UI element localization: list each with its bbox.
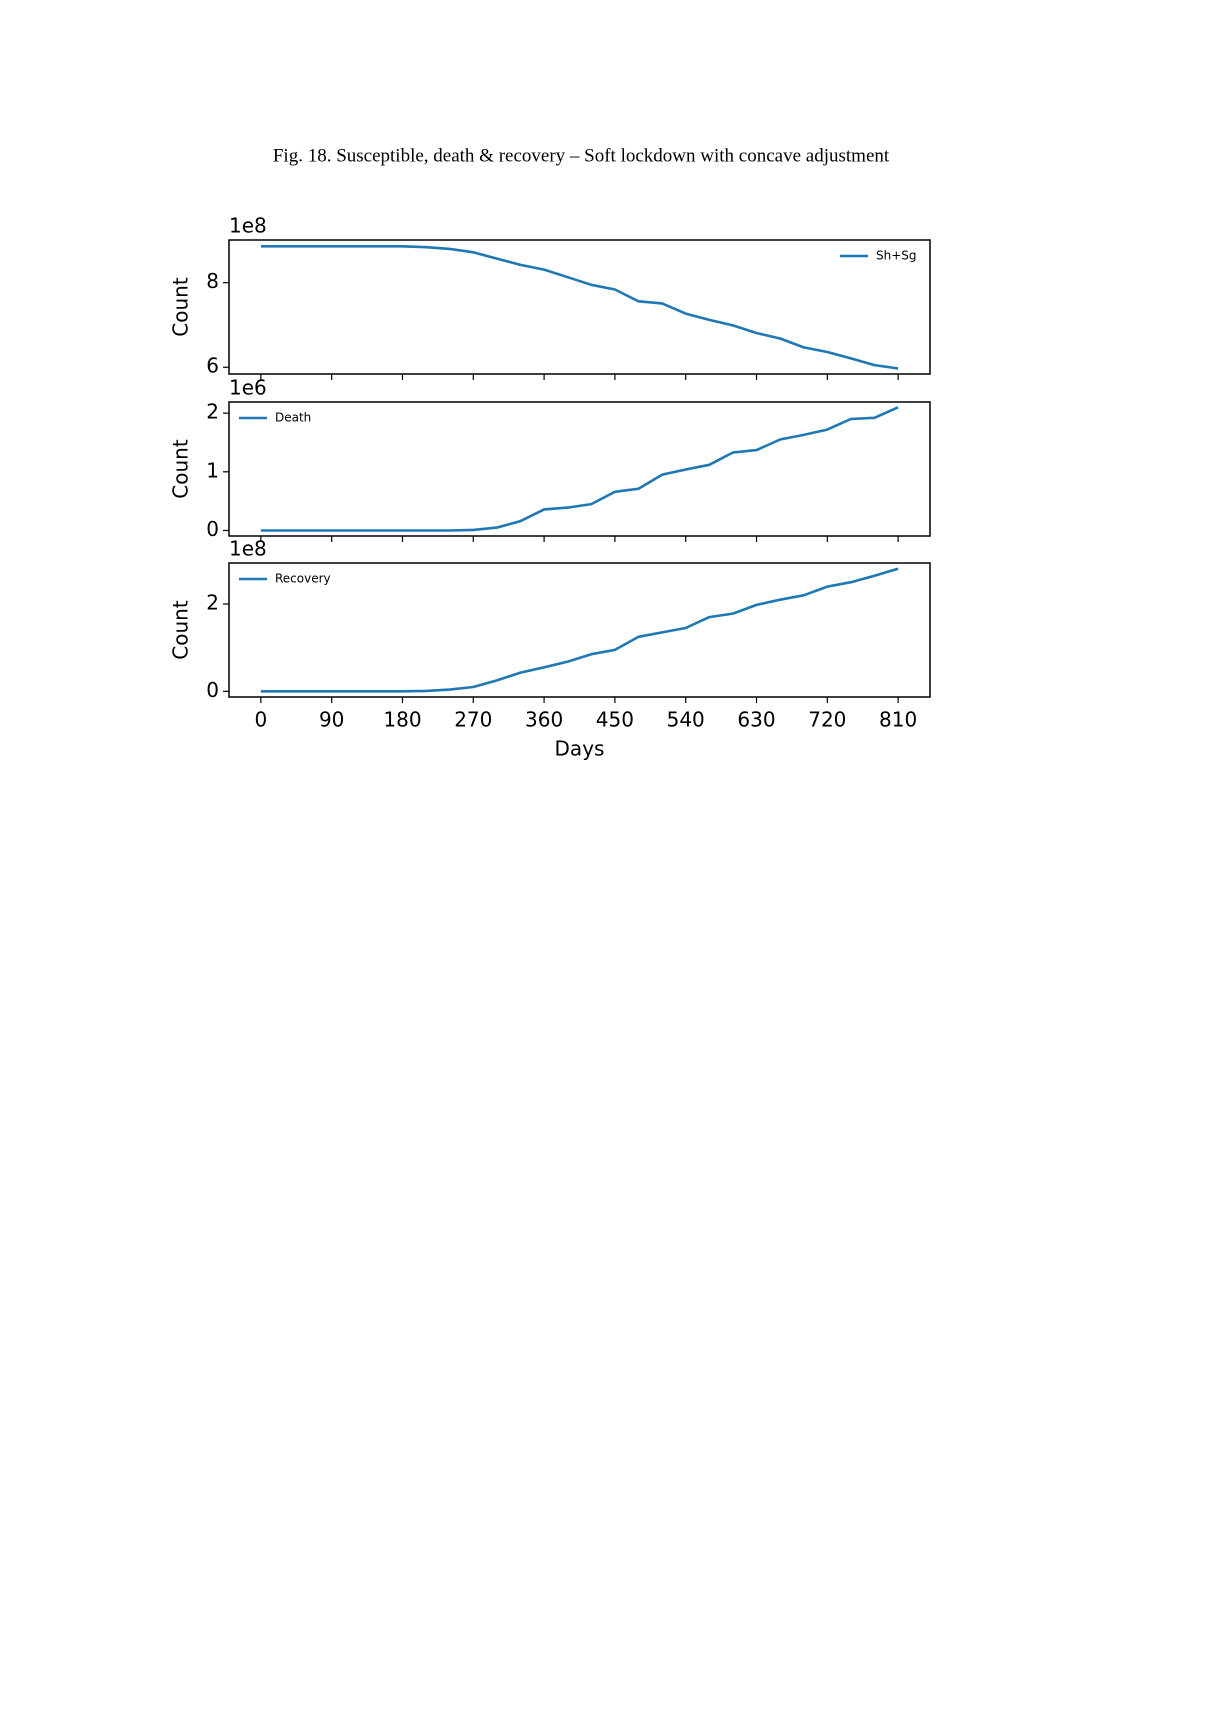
x-tick-label: 450: [596, 708, 634, 732]
x-tick-label: 540: [667, 708, 705, 732]
axis-offset: 1e8: [229, 214, 267, 238]
axes-frame: [228, 401, 931, 537]
data-line: [260, 406, 899, 532]
x-tick-label: 90: [319, 708, 344, 732]
y-axis-label: Count: [169, 600, 193, 660]
legend-label: Recovery: [275, 572, 331, 586]
y-tick-label: 0: [206, 678, 219, 702]
x-tick-label: 360: [525, 708, 563, 732]
legend-label: Sh+Sg: [876, 249, 917, 263]
x-axis-label: Days: [555, 737, 605, 761]
axes-frame: [228, 239, 931, 375]
x-tick-label: 720: [808, 708, 846, 732]
x-tick-label: 630: [737, 708, 775, 732]
x-tick-label: 180: [383, 708, 421, 732]
legend-label: Death: [275, 411, 311, 425]
x-tick-label: 0: [254, 708, 267, 732]
y-tick-label: 8: [206, 269, 219, 293]
y-tick-label: 2: [206, 591, 219, 615]
y-tick-label: 1: [206, 458, 219, 482]
data-line: [260, 245, 899, 370]
y-tick-label: 6: [206, 354, 219, 378]
data-line: [260, 567, 899, 693]
axis-offset: 1e8: [229, 537, 267, 561]
y-axis-label: Count: [169, 277, 193, 337]
y-tick-label: 0: [206, 517, 219, 541]
y-axis-label: Count: [169, 439, 193, 499]
axes-frame: [228, 562, 931, 698]
x-tick-label: 810: [879, 708, 917, 732]
x-tick-label: 270: [454, 708, 492, 732]
axis-offset: 1e6: [229, 376, 267, 400]
figure-caption: Fig. 18. Susceptible, death & recovery –…: [273, 145, 890, 166]
y-tick-label: 2: [206, 400, 219, 424]
